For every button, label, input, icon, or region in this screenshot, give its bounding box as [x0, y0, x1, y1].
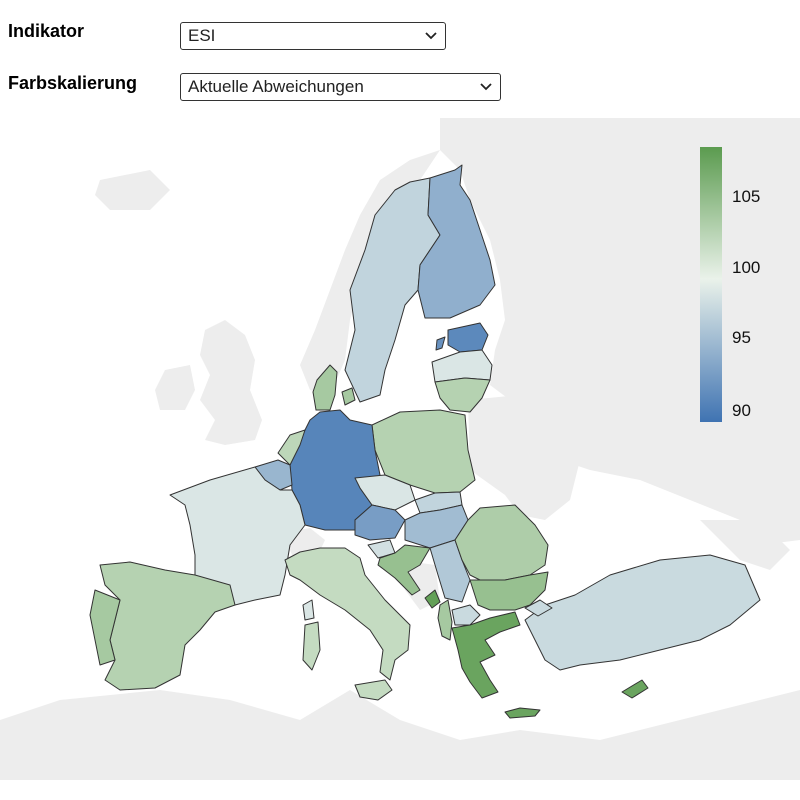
- region-sicily: [354, 679, 393, 701]
- northafrica-land: [0, 690, 800, 780]
- color-legend: 105 100 95 90: [700, 147, 760, 422]
- region-corsica: [302, 599, 315, 621]
- indicator-label: Indikator: [8, 21, 85, 41]
- region-netherlands: [277, 429, 306, 466]
- belarus-ukraine-land: [468, 395, 580, 520]
- region-albania: [437, 599, 453, 641]
- region-romania: [454, 504, 549, 581]
- region-portugal: [89, 589, 121, 666]
- region-bulgaria: [469, 571, 549, 611]
- caucasus-land: [700, 520, 790, 570]
- legend-tick-100: 100: [732, 258, 760, 277]
- region-poland: [371, 409, 476, 494]
- region-turkey: [524, 554, 761, 671]
- europe-map[interactable]: 105 100 95 90: [0, 118, 800, 780]
- uk-land: [200, 320, 262, 445]
- region-finland: [417, 164, 496, 319]
- iceland-land: [95, 170, 170, 210]
- region-island-lt: [435, 336, 446, 351]
- chevron-down-icon: [480, 83, 492, 91]
- indicator-select-value: ESI: [188, 26, 216, 45]
- region-lithuania: [434, 377, 491, 413]
- scale-select-value: Aktuelle Abweichungen: [188, 77, 364, 96]
- legend-tick-105: 105: [732, 187, 760, 206]
- scale-select[interactable]: Aktuelle Abweichungen: [180, 73, 501, 101]
- region-turkey-thrace: [524, 599, 553, 617]
- countries: [89, 164, 761, 719]
- region-greece: [451, 611, 521, 699]
- norway-land: [300, 150, 440, 395]
- region-croatia: [377, 544, 431, 596]
- region-denmark: [312, 364, 338, 411]
- region-italy: [284, 547, 411, 681]
- region-sardinia: [302, 621, 321, 671]
- region-cyprus: [621, 679, 649, 699]
- ireland-land: [155, 365, 195, 410]
- legend-tick-90: 90: [732, 401, 751, 420]
- legend-gradient-bar: [700, 147, 722, 422]
- region-macedonia: [451, 604, 481, 626]
- chevron-down-icon: [425, 32, 437, 40]
- region-denmark-isl: [341, 387, 356, 406]
- region-crete: [504, 707, 541, 719]
- indicator-select[interactable]: ESI: [180, 22, 446, 50]
- region-montenegro: [424, 589, 441, 609]
- region-france: [169, 466, 306, 606]
- region-czechia: [354, 474, 416, 511]
- legend-tick-95: 95: [732, 328, 751, 347]
- scale-label: Farbskalierung: [8, 73, 138, 93]
- region-austria: [354, 504, 406, 541]
